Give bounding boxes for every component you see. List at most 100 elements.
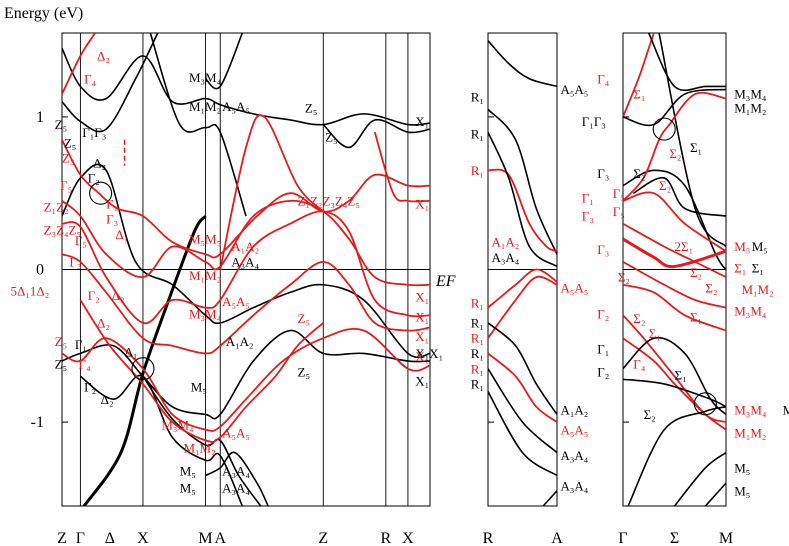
band-black — [488, 108, 557, 255]
irrep-label: A₃A₄ — [560, 479, 588, 494]
band-black — [623, 378, 726, 408]
irrep-label: X₁ — [415, 329, 429, 344]
irrep-label: M₃M₄ — [189, 306, 222, 321]
band-black — [322, 118, 430, 149]
band-black — [149, 33, 247, 217]
band-red — [623, 222, 726, 278]
irrep-label: Σ₁ — [675, 367, 687, 382]
irrep-label: Z₅ — [64, 135, 76, 150]
irrep-label: Z₅ — [298, 311, 310, 326]
irrep-label: X₁ — [415, 114, 429, 129]
band-black — [673, 451, 726, 506]
band-black — [623, 88, 726, 127]
degeneracy-circle — [89, 181, 113, 205]
irrep-label: Σ₂ — [669, 146, 681, 161]
x-tick-label: R — [483, 530, 494, 546]
band-red — [79, 299, 324, 443]
band-black — [62, 329, 430, 420]
band-red — [623, 337, 726, 431]
irrep-label: Σ₂ — [690, 265, 702, 280]
irrep-label: M₅ — [734, 483, 750, 498]
irrep-label: Δ₂ — [97, 48, 110, 63]
irrep-label: M₅ — [180, 463, 196, 478]
band-black — [632, 176, 726, 217]
irrep-label: Γ₃ — [69, 254, 81, 269]
band-red — [623, 314, 726, 423]
irrep-label: Z₅ — [305, 100, 317, 115]
band-red — [62, 199, 430, 287]
irrep-label: X₁X₁ — [415, 346, 443, 361]
band-black — [648, 33, 726, 92]
band-red — [488, 275, 557, 339]
irrep-label: Γ₅ — [613, 186, 625, 201]
irrep-label: M₃M₄ — [734, 87, 767, 102]
irrep-label: Δ₂ — [97, 315, 110, 330]
irrep-label: Γ₃ — [597, 242, 609, 257]
irrep-label: M₁M₂ — [741, 282, 773, 297]
irrep-label: Σ₁ — [633, 87, 645, 102]
irrep-label: M₃M₄ — [161, 418, 194, 433]
band-black — [658, 33, 726, 248]
irrep-label: X₁ — [415, 196, 429, 211]
irrep-label: M₃M₄ — [189, 70, 222, 85]
band-black — [62, 163, 430, 359]
band-red — [62, 33, 96, 95]
x-tick-label: Σ — [670, 530, 679, 546]
irrep-label: Γ₄ — [84, 71, 97, 86]
irrep-label: M₅ — [191, 380, 207, 395]
band-red — [62, 327, 430, 432]
irrep-label: M₁M₂ — [189, 268, 221, 283]
irrep-label: Γ₃ — [582, 209, 594, 224]
irrep-label: Γ₂ — [597, 306, 609, 321]
x-tick-label: A — [551, 530, 563, 546]
irrep-label: Γ₂ — [597, 364, 609, 379]
irrep-label: Σ₂ — [705, 280, 717, 295]
band-red — [62, 139, 430, 259]
irrep-label: Δ₂ — [93, 155, 106, 170]
band-black — [79, 374, 244, 506]
irrep-label: Γ₄ — [597, 71, 610, 86]
irrep-label: Δ₁ — [115, 227, 128, 242]
irrep-label: Δ₁ — [125, 344, 138, 359]
y-axis-title: Energy (eV) — [4, 5, 83, 22]
irrep-label: R₁ — [471, 331, 484, 346]
band-red — [623, 91, 726, 202]
band-black — [488, 40, 557, 88]
band-black — [627, 406, 726, 506]
band-red — [623, 261, 726, 309]
band-black — [488, 368, 557, 454]
irrep-label: R₁ — [471, 361, 484, 376]
band-red — [373, 131, 430, 203]
irrep-label: Γ₅ — [75, 233, 87, 248]
irrep-label: M₅ — [734, 460, 750, 475]
irrep-label: A₅A₅ — [222, 99, 250, 114]
irrep-label: Γ₅ — [613, 204, 625, 219]
irrep-label: Γ₂ — [88, 171, 100, 186]
degeneracy-circle — [652, 117, 676, 141]
irrep-label: R₁ — [471, 296, 484, 311]
irrep-label: Z₅ — [55, 117, 67, 132]
irrep-label: A₁A₂ — [560, 402, 588, 417]
y-tick-label: 0 — [36, 262, 44, 279]
irrep-label: X₁ — [415, 290, 429, 305]
irrep-label: A₃A₄ — [231, 254, 259, 269]
irrep-label: 5Δ₁1Δ₂ — [10, 283, 49, 298]
irrep-label: Γ₄ — [633, 357, 646, 372]
irrep-label: Γ₄ — [79, 357, 92, 372]
irrep-label: Γ₁ — [106, 196, 118, 211]
irrep-label: Δ₂ — [101, 392, 114, 407]
x-tick-label: X — [402, 530, 414, 546]
band-red — [219, 114, 324, 270]
irrep-label: M₁M₂ — [734, 425, 766, 440]
irrep-label: A₃A₄ — [491, 250, 519, 265]
y-tick-label: -1 — [31, 414, 44, 431]
x-tick-label: Z — [57, 530, 67, 546]
irrep-label: A₁A₂ — [231, 239, 259, 254]
band-lines — [623, 33, 726, 506]
x-tick-label: M — [198, 530, 212, 546]
irrep-label: Z₅ — [55, 334, 67, 349]
irrep-label: Γ₃ — [106, 212, 118, 227]
y-tick-label: 1 — [36, 109, 44, 126]
band-black — [704, 482, 726, 506]
